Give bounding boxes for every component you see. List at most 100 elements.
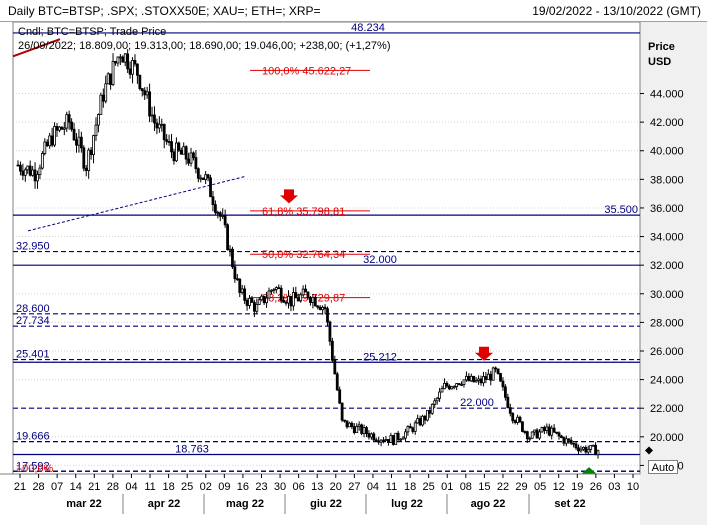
candle-body [282,299,286,303]
candle-body [535,429,539,439]
candle-body [28,165,32,176]
price-axis-label: Price [648,41,675,53]
x-tick-label: 15 [478,481,490,493]
candle-body [384,439,388,442]
candle-body [486,373,490,380]
month-label: giu 22 [310,498,342,510]
y-tick-label: 20.000 [650,432,684,444]
month-label: lug 22 [391,498,423,510]
candle-body [479,378,483,384]
y-tick-label: 36.000 [650,203,684,215]
candle-body [552,427,556,433]
candle-body [165,139,169,142]
time-axis[interactable]: 21 28 07 14 21 28 04 11 18 25 02 09 16 23 30 06 13 20 27 04… [0,473,640,525]
y-tick-label: 42.000 [650,117,684,129]
candle-body [352,426,356,434]
candle-body [118,56,122,59]
x-tick-label: 13 [311,481,323,493]
candle-body [36,174,39,182]
sell-arrow-icon [475,346,493,361]
month-label: apr 22 [148,498,180,510]
candle-body [218,212,222,217]
candle-body [462,379,466,385]
candle-body [72,128,76,141]
fib-label: 100,0% [16,463,54,475]
candle-body [596,450,600,456]
candle-body [84,167,88,171]
level-label: 25.401 [16,349,50,361]
candle-body [101,94,105,102]
candle-body [311,296,315,303]
legend-line-1: Cndl; BTC=BTSP; Trade Price [18,26,166,38]
y-tick-label: 32.000 [650,260,684,272]
candle-body [204,174,208,180]
candle-body [223,215,227,226]
candle-body [443,382,446,390]
time-axis-background [0,474,640,525]
window-title-bar: Daily BTC=BTSP; .SPX; .STOXX50E; XAU=; E… [0,0,707,22]
candle-body [416,418,420,424]
x-tick-label: 19 [571,481,583,493]
candle-body [557,432,561,437]
candle-body [399,438,403,441]
candle-body [216,212,220,214]
price-axis-unit: USD [648,56,671,68]
level-label: 48.234 [351,22,385,34]
candle-body [321,306,325,311]
candle-body [569,439,573,444]
auto-scale-button[interactable]: Auto [648,460,678,474]
last-price-marker [645,446,653,455]
candle-body [496,368,500,374]
price-axis[interactable]: 18.00020.00022.00024.00026.00028.00030.0… [640,89,684,473]
candle-body [465,375,468,381]
candle-body [272,289,276,291]
candle-body [589,444,593,450]
candle-body [421,415,424,426]
candle-body [508,407,512,414]
y-tick-label: 38.000 [650,174,684,186]
candle-body [365,427,368,434]
y-tick-label: 28.000 [650,317,684,329]
x-tick-label: 16 [237,481,249,493]
candle-body [40,153,44,169]
candle-body [323,306,327,310]
level-label: 32.000 [363,254,397,266]
candle-body [121,56,125,63]
candle-body [50,135,54,146]
candle-body [542,427,546,431]
candle-body [491,367,495,381]
x-tick-label: 18 [404,481,416,493]
candle-body [114,61,117,64]
candle-body [277,287,281,290]
candle-body [374,439,378,442]
candle-body [391,435,395,445]
candle-body [136,63,139,76]
candle-body [19,164,22,172]
candle-body [150,114,154,117]
candle-body [348,422,351,428]
candle-body [33,169,37,182]
candle-body [406,426,410,433]
candle-body [175,142,178,162]
candle-body [157,123,161,129]
candle-body [562,437,566,444]
x-tick-label: 01 [441,481,453,493]
candle-body [447,385,451,390]
candle-body [345,420,349,428]
candle-body [16,164,20,167]
level-label: 18.763 [175,444,209,456]
candle-body [528,437,532,440]
level-label: 17.592 [16,460,50,472]
candle-body [294,292,298,299]
candle-body [238,278,242,293]
candle-body [574,443,578,449]
candle-body [167,141,171,143]
candle-body [460,384,463,386]
x-tick-label: 10 [627,481,639,493]
candle-body [513,420,517,423]
candle-body [170,141,173,153]
x-tick-label: 08 [460,481,472,493]
y-tick-label: 30.000 [650,289,684,301]
candle-body [433,400,437,405]
